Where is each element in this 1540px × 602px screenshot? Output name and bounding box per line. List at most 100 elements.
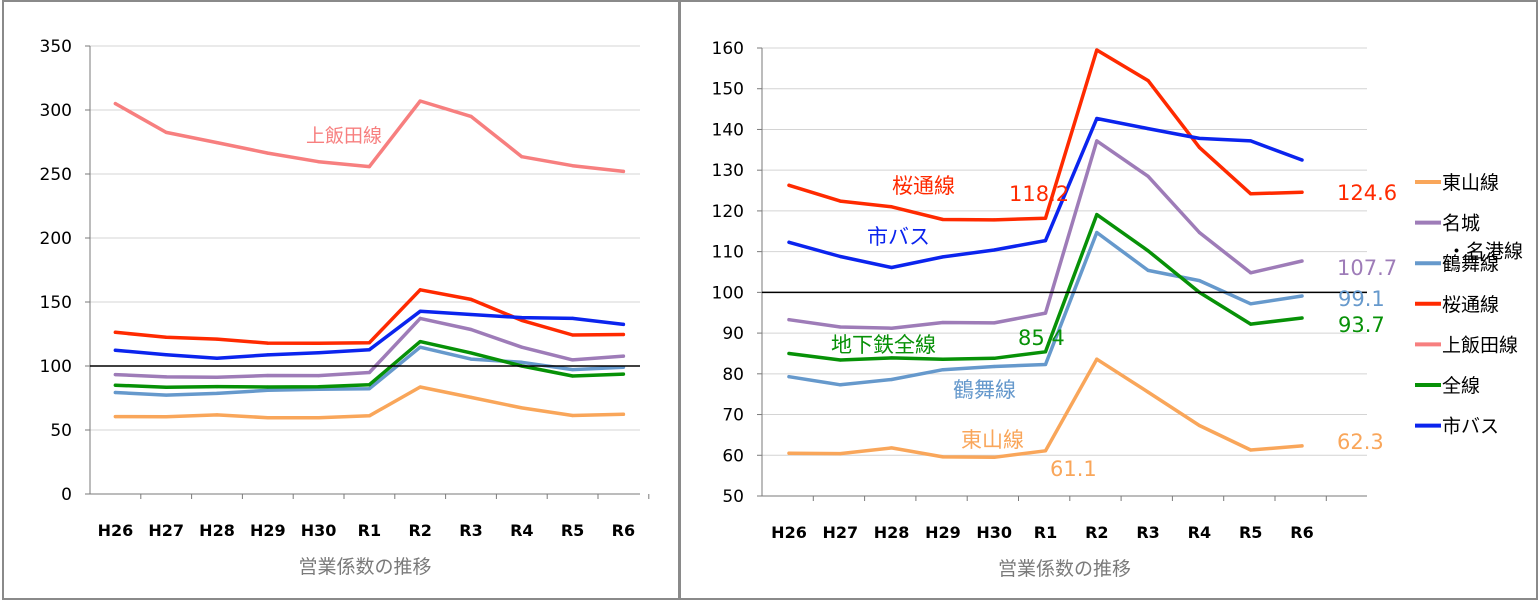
x-tick-label: R2 — [1085, 523, 1108, 542]
data-point — [164, 385, 168, 389]
data-point — [113, 348, 117, 352]
data-point — [164, 393, 168, 397]
data-point — [1043, 239, 1048, 243]
y-tick-label: 200 — [40, 229, 72, 249]
data-point — [992, 356, 996, 360]
x-tick-label: R1 — [1034, 523, 1057, 542]
x-tick-label: H30 — [976, 523, 1012, 542]
y-tick-label: 110 — [712, 243, 744, 263]
data-point — [164, 130, 168, 134]
data-point — [113, 383, 117, 387]
data-point — [838, 254, 842, 259]
data-point — [1146, 249, 1150, 253]
data-point — [787, 375, 791, 379]
data-point — [317, 351, 321, 355]
data-point — [317, 374, 321, 378]
x-tick-label: H29 — [250, 521, 286, 540]
data-point — [215, 141, 219, 145]
y-tick-label: 130 — [712, 161, 744, 181]
data-point — [1146, 174, 1150, 178]
y-tick-label: 150 — [40, 293, 72, 313]
data-point — [1095, 357, 1099, 361]
data-point — [469, 357, 473, 361]
data-point — [1095, 230, 1099, 235]
x-tick-label: R3 — [459, 521, 482, 540]
data-point — [113, 390, 117, 395]
data-point — [266, 416, 270, 420]
data-point — [1146, 268, 1150, 272]
data-point — [992, 248, 996, 252]
data-point — [1095, 116, 1099, 121]
data-point — [621, 372, 626, 376]
data-point — [367, 164, 371, 169]
data-point — [571, 164, 575, 168]
data-point — [1043, 216, 1048, 220]
data-point — [1043, 362, 1048, 367]
y-tick-label: 300 — [40, 101, 72, 121]
data-point — [571, 413, 575, 418]
data-point — [621, 354, 626, 358]
x-tick-label: R6 — [612, 521, 635, 540]
data-point — [1249, 139, 1253, 143]
data-point — [621, 412, 626, 416]
y-tick-label: 250 — [40, 165, 72, 185]
legend-label: 桜通線 — [1442, 294, 1499, 316]
annotation-label: 桜通線 — [892, 174, 955, 198]
annotation-label: 118.2 — [1009, 182, 1069, 206]
data-point — [838, 325, 842, 329]
data-point — [469, 395, 473, 399]
annotation-label: 鶴舞線 — [953, 378, 1016, 402]
x-tick-label: R5 — [561, 521, 584, 540]
data-point — [621, 332, 626, 337]
data-point — [113, 414, 117, 419]
right-chart-panel: 50 60 70 80 90 100 110 120 130 140 150 160 H26 H27 H28… — [679, 0, 1538, 600]
data-point — [164, 353, 168, 357]
data-point — [941, 357, 945, 361]
data-point — [571, 316, 575, 320]
left-chart-panel: 0 50 100 150 200 250 300 350 H26 H27 H28 H29 H30 R1 R2… — [2, 0, 680, 600]
data-point — [890, 205, 894, 209]
data-point — [1095, 212, 1099, 217]
x-tick-label: H29 — [925, 523, 961, 542]
data-point — [1043, 449, 1048, 453]
data-point — [890, 377, 894, 382]
data-point — [571, 358, 575, 362]
data-point — [1197, 136, 1201, 141]
data-point — [941, 217, 945, 222]
data-point — [469, 312, 473, 317]
x-tick-label: H28 — [199, 521, 235, 540]
data-point — [520, 360, 524, 364]
data-point — [1300, 259, 1304, 263]
data-point — [215, 385, 219, 389]
data-point — [418, 316, 422, 320]
data-point — [215, 337, 219, 341]
data-point — [266, 341, 270, 345]
data-point — [621, 169, 626, 174]
data-point — [1249, 192, 1253, 196]
y-tick-label: 150 — [712, 80, 744, 100]
data-point — [520, 318, 524, 323]
data-point — [164, 335, 168, 339]
y-tick-label: 80 — [722, 365, 744, 385]
y-tick-label: 60 — [722, 446, 744, 466]
y-tick-label: 50 — [50, 421, 72, 441]
y-tick-label: 160 — [712, 39, 744, 59]
data-point — [418, 288, 422, 292]
data-point — [1197, 423, 1201, 428]
annotation-label: 107.7 — [1337, 256, 1397, 280]
series-line — [113, 385, 626, 420]
x-axis-title: 営業係数の推移 — [998, 558, 1131, 580]
data-point — [367, 383, 371, 387]
annotation-label: 62.3 — [1337, 430, 1384, 454]
data-point — [367, 341, 371, 345]
data-point — [787, 240, 791, 244]
data-point — [1095, 48, 1099, 52]
data-point — [1043, 350, 1048, 354]
data-point — [890, 356, 894, 360]
data-point — [1300, 158, 1304, 162]
data-point — [1300, 190, 1304, 194]
annotation-label: 東山線 — [961, 428, 1024, 452]
x-tick-label: H26 — [98, 521, 134, 540]
data-point — [367, 370, 371, 375]
data-point — [992, 455, 996, 459]
